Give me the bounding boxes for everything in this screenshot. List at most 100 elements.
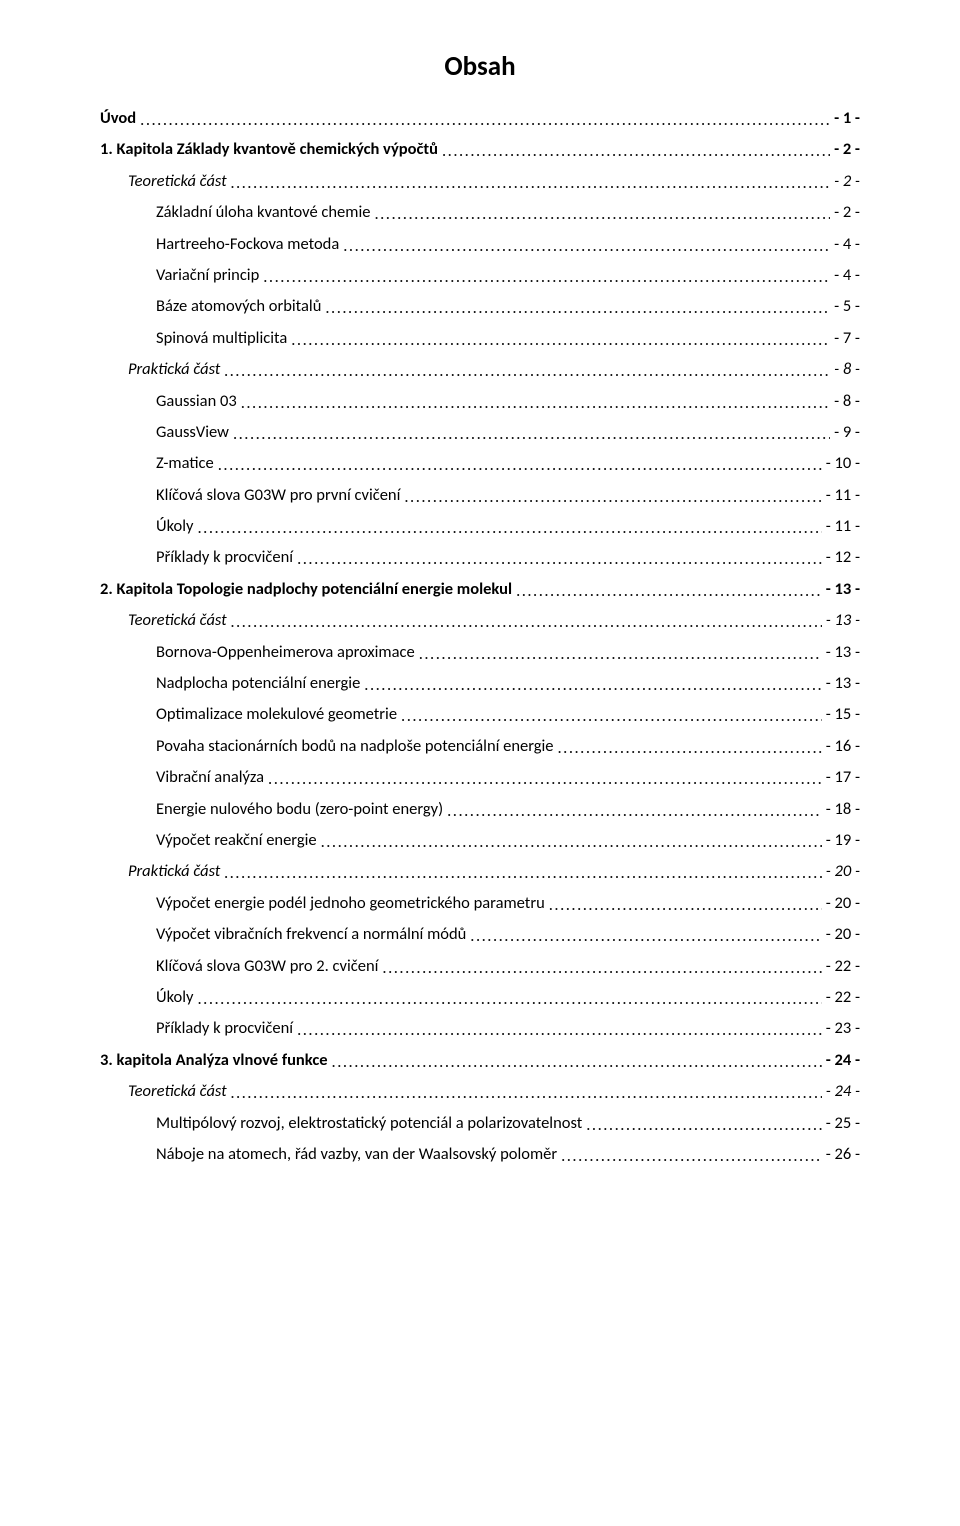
toc-label: Klíčová slova G03W pro 2. cvičení	[156, 953, 382, 979]
toc-row[interactable]: Výpočet reakční energie.................…	[100, 827, 860, 853]
toc-row[interactable]: 2. Kapitola Topologie nadplochy potenciá…	[100, 576, 860, 602]
toc-label: Z-matice	[156, 450, 218, 476]
toc-row[interactable]: Úvod....................................…	[100, 105, 860, 131]
toc-leader: ........................................…	[218, 452, 822, 478]
toc-leader: ........................................…	[198, 515, 822, 541]
toc-container: Úvod....................................…	[100, 105, 860, 1167]
toc-label: Výpočet reakční energie	[156, 827, 321, 853]
toc-leader: ........................................…	[558, 735, 822, 761]
toc-leader: ........................................…	[364, 672, 821, 698]
toc-label: Náboje na atomech, řád vazby, van der Wa…	[156, 1141, 561, 1167]
toc-page: - 25 -	[822, 1110, 860, 1136]
page: Obsah Úvod..............................…	[0, 0, 960, 1526]
toc-label: Praktická část	[128, 356, 224, 382]
toc-page: - 13 -	[822, 670, 860, 696]
toc-page: - 1 -	[830, 105, 860, 131]
toc-row[interactable]: Klíčová slova G03W pro první cvičení....…	[100, 482, 860, 508]
toc-row[interactable]: Úkoly...................................…	[100, 513, 860, 539]
toc-leader: ........................................…	[224, 358, 830, 384]
toc-label: Bornova-Oppenheimerova aproximace	[156, 639, 419, 665]
toc-page: - 13 -	[822, 576, 860, 602]
toc-leader: ........................................…	[343, 233, 830, 259]
toc-page: - 18 -	[822, 796, 860, 822]
toc-label: Úkoly	[156, 513, 198, 539]
toc-leader: ........................................…	[291, 327, 830, 353]
toc-row[interactable]: Výpočet vibračních frekvencí a normální …	[100, 921, 860, 947]
toc-row[interactable]: Příklady k procvičení...................…	[100, 544, 860, 570]
toc-row[interactable]: Úkoly...................................…	[100, 984, 860, 1010]
toc-page: - 19 -	[822, 827, 860, 853]
toc-row[interactable]: Klíčová slova G03W pro 2. cvičení.......…	[100, 953, 860, 979]
toc-page: - 2 -	[830, 136, 860, 162]
toc-row[interactable]: Praktická část..........................…	[100, 858, 860, 884]
toc-label: Klíčová slova G03W pro první cvičení	[156, 482, 404, 508]
toc-leader: ........................................…	[297, 546, 822, 572]
toc-row[interactable]: Variační princip........................…	[100, 262, 860, 288]
toc-row[interactable]: Báze atomových orbitalů.................…	[100, 293, 860, 319]
toc-label: Povaha stacionárních bodů na nadploše po…	[156, 733, 558, 759]
toc-leader: ........................................…	[263, 264, 830, 290]
toc-leader: ........................................…	[224, 860, 821, 886]
toc-leader: ........................................…	[447, 798, 822, 824]
toc-leader: ........................................…	[561, 1143, 822, 1169]
toc-page: - 11 -	[822, 482, 860, 508]
toc-label: Multipólový rozvoj, elektrostatický pote…	[156, 1110, 586, 1136]
toc-label: Příklady k procvičení	[156, 1015, 297, 1041]
toc-row[interactable]: Povaha stacionárních bodů na nadploše po…	[100, 733, 860, 759]
toc-row[interactable]: Energie nulového bodu (zero-point energy…	[100, 796, 860, 822]
toc-row[interactable]: Hartreeho-Fockova metoda................…	[100, 231, 860, 257]
toc-page: - 23 -	[822, 1015, 860, 1041]
toc-page: - 13 -	[822, 607, 860, 633]
toc-row[interactable]: Gaussian 03.............................…	[100, 388, 860, 414]
toc-page: - 2 -	[830, 168, 860, 194]
toc-row[interactable]: Optimalizace molekulové geometrie.......…	[100, 701, 860, 727]
toc-row[interactable]: Příklady k procvičení...................…	[100, 1015, 860, 1041]
toc-row[interactable]: Náboje na atomech, řád vazby, van der Wa…	[100, 1141, 860, 1167]
toc-page: - 15 -	[822, 701, 860, 727]
toc-row[interactable]: Bornova-Oppenheimerova aproximace.......…	[100, 639, 860, 665]
toc-leader: ........................................…	[198, 986, 822, 1012]
toc-page: - 8 -	[830, 356, 860, 382]
toc-label: GaussView	[156, 419, 233, 445]
toc-label: 2. Kapitola Topologie nadplochy potenciá…	[100, 576, 516, 602]
toc-page: - 4 -	[830, 262, 860, 288]
toc-leader: ........................................…	[321, 829, 822, 855]
toc-row[interactable]: Z-matice................................…	[100, 450, 860, 476]
toc-label: Výpočet energie podél jednoho geometrick…	[156, 890, 549, 916]
toc-row[interactable]: Spinová multiplicita....................…	[100, 325, 860, 351]
toc-label: Gaussian 03	[156, 388, 241, 414]
toc-row[interactable]: 3. kapitola Analýza vlnové funkce.......…	[100, 1047, 860, 1073]
toc-page: - 9 -	[830, 419, 860, 445]
toc-row[interactable]: 1. Kapitola Základy kvantově chemických …	[100, 136, 860, 162]
toc-page: - 26 -	[822, 1141, 860, 1167]
toc-label: Výpočet vibračních frekvencí a normální …	[156, 921, 470, 947]
toc-row[interactable]: Výpočet energie podél jednoho geometrick…	[100, 890, 860, 916]
toc-leader: ........................................…	[374, 201, 830, 227]
toc-row[interactable]: Teoretická část.........................…	[100, 607, 860, 633]
toc-row[interactable]: Nadplocha potenciální energie...........…	[100, 670, 860, 696]
toc-label: Nadplocha potenciální energie	[156, 670, 364, 696]
toc-leader: ........................................…	[297, 1017, 822, 1043]
toc-row[interactable]: Teoretická část.........................…	[100, 168, 860, 194]
toc-page: - 20 -	[822, 921, 860, 947]
toc-leader: ........................................…	[401, 703, 822, 729]
toc-row[interactable]: Vibrační analýza........................…	[100, 764, 860, 790]
toc-page: - 4 -	[830, 231, 860, 257]
toc-row[interactable]: Teoretická část.........................…	[100, 1078, 860, 1104]
toc-leader: ........................................…	[549, 892, 822, 918]
toc-row[interactable]: Multipólový rozvoj, elektrostatický pote…	[100, 1110, 860, 1136]
toc-leader: ........................................…	[231, 1080, 822, 1106]
toc-page: - 24 -	[822, 1078, 860, 1104]
toc-row[interactable]: Praktická část..........................…	[100, 356, 860, 382]
toc-page: - 11 -	[822, 513, 860, 539]
toc-row[interactable]: GaussView...............................…	[100, 419, 860, 445]
toc-label: Optimalizace molekulové geometrie	[156, 701, 401, 727]
toc-row[interactable]: Základní úloha kvantové chemie..........…	[100, 199, 860, 225]
toc-page: - 22 -	[822, 953, 860, 979]
toc-leader: ........................................…	[382, 955, 821, 981]
toc-label: 3. kapitola Analýza vlnové funkce	[100, 1047, 332, 1073]
toc-leader: ........................................…	[231, 609, 822, 635]
toc-leader: ........................................…	[241, 390, 830, 416]
toc-leader: ........................................…	[325, 295, 830, 321]
toc-page: - 22 -	[822, 984, 860, 1010]
